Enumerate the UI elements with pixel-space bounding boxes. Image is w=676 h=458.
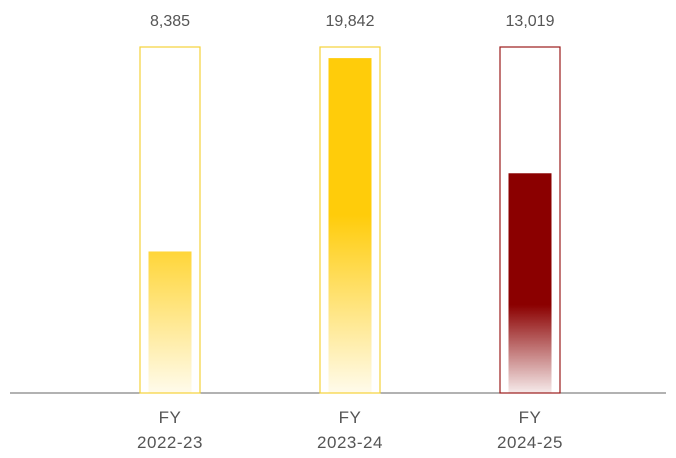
bar bbox=[508, 173, 552, 393]
value-label: 19,842 bbox=[325, 13, 375, 30]
value-label: 8,385 bbox=[149, 13, 191, 30]
bar bbox=[328, 58, 372, 394]
x-tick-label: FY 2022-23 bbox=[137, 408, 203, 452]
x-tick-label: FY 2023-24 bbox=[317, 408, 383, 452]
value-label: 13,019 bbox=[505, 13, 555, 30]
x-tick-label: FY 2024-25 bbox=[497, 408, 563, 452]
bar bbox=[148, 251, 192, 393]
